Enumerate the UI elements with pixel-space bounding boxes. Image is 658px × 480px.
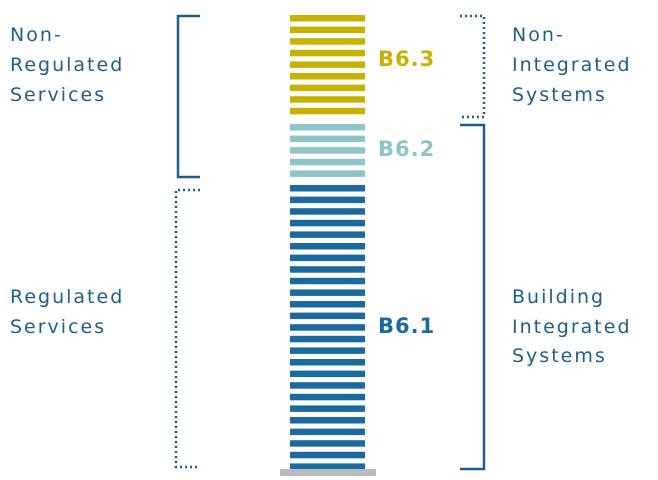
stripe	[290, 243, 365, 250]
stack-base	[280, 469, 376, 476]
section-label: B6.3	[378, 47, 435, 71]
bracket	[460, 14, 486, 119]
stripe	[290, 451, 365, 459]
label-line: Services	[10, 84, 106, 106]
label-line: Systems	[512, 345, 607, 367]
stripe	[290, 96, 365, 103]
stripe	[290, 73, 365, 80]
label-line: Non-	[10, 24, 63, 46]
stripe	[290, 219, 365, 227]
stripe	[290, 428, 365, 436]
stripe	[290, 158, 365, 166]
bracket	[176, 14, 200, 179]
stripe	[290, 61, 365, 68]
stripe	[290, 49, 365, 57]
stripe	[290, 254, 365, 262]
bracket	[174, 188, 200, 469]
label-line: Building	[512, 286, 605, 308]
label-line: Non-	[512, 24, 565, 46]
stripe	[290, 208, 365, 215]
stripe	[290, 84, 365, 92]
stripe	[290, 335, 365, 343]
stripe	[290, 135, 365, 143]
stripe	[290, 170, 365, 177]
stripe	[290, 289, 365, 296]
stripe	[290, 185, 365, 192]
stripe	[290, 124, 365, 131]
stripe	[290, 266, 365, 273]
stripe	[290, 393, 365, 401]
stripe	[290, 324, 365, 331]
stripe	[290, 312, 365, 320]
label-line: Regulated	[10, 286, 124, 308]
label-line: Regulated	[10, 54, 124, 76]
stripe	[290, 440, 365, 447]
stripe	[290, 147, 365, 154]
stripe	[290, 347, 365, 354]
label-line: Integrated	[512, 54, 632, 76]
section-label: B6.1	[378, 314, 435, 338]
stripe	[290, 463, 365, 470]
stack	[290, 15, 365, 470]
stripe	[290, 301, 365, 308]
stripe	[290, 359, 365, 366]
stripe	[290, 107, 365, 115]
stripe	[290, 26, 365, 34]
stripe	[290, 277, 365, 285]
stripe	[290, 370, 365, 378]
label-line: Systems	[512, 84, 607, 106]
label-line: Services	[10, 316, 106, 338]
section-label: B6.2	[378, 137, 435, 161]
stripe	[290, 196, 365, 204]
bracket	[460, 123, 486, 471]
stripe	[290, 15, 365, 22]
stripe	[290, 405, 365, 412]
stripe	[290, 231, 365, 238]
stripe	[290, 382, 365, 389]
stripe	[290, 417, 365, 424]
stripe	[290, 38, 365, 45]
label-line: Integrated	[512, 316, 632, 338]
